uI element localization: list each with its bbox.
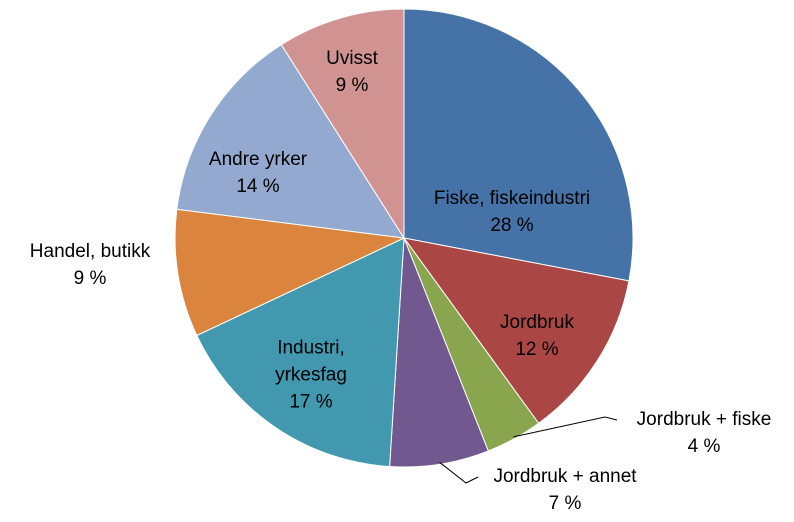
category-label: Fiske, fiskeindustri <box>433 188 591 209</box>
pie-slice <box>176 43 405 239</box>
value-label: 14 % <box>236 176 280 197</box>
slice-label: Uvisst 9 % <box>307 45 397 99</box>
category-label: Jordbruk <box>500 312 574 333</box>
value-label: 4 % <box>687 436 721 457</box>
value-label: 12 % <box>515 339 559 360</box>
pie-slice <box>174 208 406 337</box>
leader-line <box>439 461 479 484</box>
pie-slice <box>403 8 634 282</box>
category-label: Uvisst <box>326 48 378 69</box>
value-label: 9 % <box>335 75 369 96</box>
slice-label: Jordbruk + annet 7 % <box>470 463 660 517</box>
pie-slice <box>402 237 630 424</box>
slice-label: Jordbruk 12 % <box>477 309 597 363</box>
category-label: Jordbruk + annet <box>493 466 637 487</box>
slice-label: Andre yrker 14 % <box>183 146 333 200</box>
value-label: 28 % <box>490 215 534 236</box>
value-label: 9 % <box>73 268 107 289</box>
category-label: Andre yrker <box>208 149 308 170</box>
pie-slice <box>280 8 405 240</box>
value-label: 7 % <box>548 493 582 514</box>
slice-label: Industri, yrkesfag 17 % <box>251 335 371 416</box>
slice-label: Handel, butikk 9 % <box>5 238 175 292</box>
value-label: 17 % <box>289 391 333 413</box>
slice-label: Jordbruk + fiske 4 % <box>609 406 794 460</box>
pie-slice <box>196 237 405 468</box>
leader-line <box>513 416 618 438</box>
slice-label: Fiske, fiskeindustri 28 % <box>402 185 622 239</box>
category-label: Jordbruk + fiske <box>636 409 772 430</box>
category-label: Industri, yrkesfag <box>275 337 347 386</box>
category-label: Handel, butikk <box>29 241 151 262</box>
